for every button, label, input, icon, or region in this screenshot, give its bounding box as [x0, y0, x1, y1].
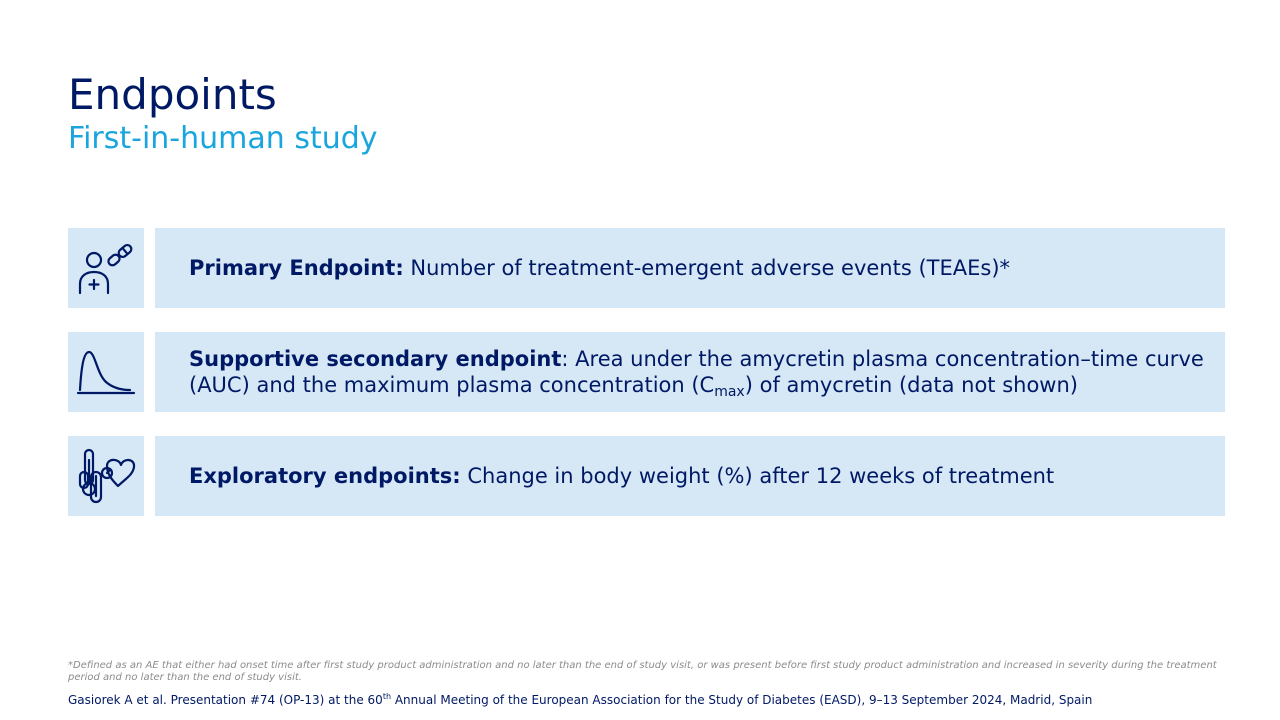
endpoint-text: Change in body weight (%) after 12 weeks… [460, 464, 1055, 488]
icon-panel [68, 332, 144, 412]
endpoint-text: : Area under the amycretin plasma concen… [189, 347, 1204, 397]
concentration-curve-icon [76, 350, 136, 395]
reference-superscript: th [382, 692, 392, 701]
endpoint-row-secondary: Supportive secondary endpoint: Area unde… [68, 332, 1225, 412]
endpoint-description: Exploratory endpoints: Change in body we… [155, 463, 1074, 489]
reference-citation: Gasiorek A et al. Presentation #74 (OP-1… [68, 692, 1248, 708]
thermometer-scale-heart-icon [78, 448, 136, 504]
endpoint-subscript: max [714, 384, 745, 400]
reference-text: Gasiorek A et al. Presentation #74 (OP-1… [68, 693, 383, 707]
endpoint-row-primary: Primary Endpoint: Number of treatment-em… [68, 228, 1225, 308]
patient-with-pills-icon [78, 243, 133, 295]
endpoint-text: Number of treatment-emergent adverse eve… [403, 256, 1011, 280]
endpoint-text-panel: Primary Endpoint: Number of treatment-em… [155, 228, 1225, 308]
endpoint-text-panel: Supportive secondary endpoint: Area unde… [155, 332, 1225, 412]
endpoint-description: Supportive secondary endpoint: Area unde… [155, 346, 1225, 400]
endpoint-label: Primary Endpoint: [189, 256, 404, 280]
footnote: *Defined as an AE that either had onset … [68, 660, 1217, 683]
endpoint-text-continued: ) of amycretin (data not shown) [744, 373, 1078, 397]
slide-subtitle: First-in-human study [68, 121, 378, 156]
endpoint-description: Primary Endpoint: Number of treatment-em… [155, 255, 1030, 281]
endpoint-label: Supportive secondary endpoint [189, 347, 562, 371]
icon-panel [68, 436, 144, 516]
endpoint-row-exploratory: Exploratory endpoints: Change in body we… [68, 436, 1225, 516]
icon-panel [68, 228, 144, 308]
reference-text-continued: Annual Meeting of the European Associati… [391, 693, 1093, 707]
endpoint-label: Exploratory endpoints: [189, 464, 461, 488]
endpoint-text-panel: Exploratory endpoints: Change in body we… [155, 436, 1225, 516]
slide-title: Endpoints [68, 70, 277, 119]
